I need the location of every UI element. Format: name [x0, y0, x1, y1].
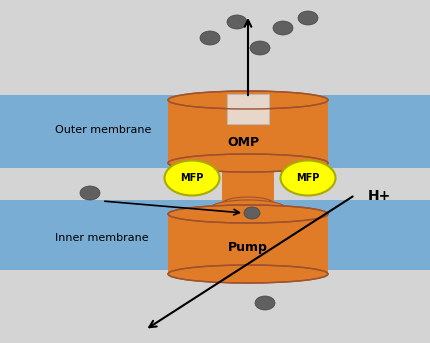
Ellipse shape	[168, 154, 328, 172]
Ellipse shape	[222, 154, 274, 168]
Text: Inner membrane: Inner membrane	[55, 233, 149, 243]
Bar	[168, 214, 328, 274]
Text: MFP: MFP	[180, 173, 204, 183]
Text: Outer membrane: Outer membrane	[55, 125, 151, 135]
Ellipse shape	[168, 265, 328, 283]
Ellipse shape	[250, 41, 270, 55]
Ellipse shape	[244, 207, 260, 219]
Ellipse shape	[168, 205, 328, 223]
Ellipse shape	[200, 31, 220, 45]
Text: OMP: OMP	[227, 137, 259, 150]
Ellipse shape	[273, 21, 293, 35]
Text: MFP: MFP	[296, 173, 319, 183]
Ellipse shape	[280, 161, 335, 196]
Ellipse shape	[222, 197, 274, 211]
Text: Pump: Pump	[228, 241, 268, 255]
Ellipse shape	[255, 296, 275, 310]
Ellipse shape	[165, 161, 219, 196]
Bar	[222, 158, 274, 208]
Bar	[0, 95, 430, 168]
Bar	[215, 208, 282, 222]
Ellipse shape	[80, 186, 100, 200]
Ellipse shape	[227, 15, 247, 29]
Text: H+: H+	[368, 189, 391, 203]
Ellipse shape	[298, 11, 318, 25]
Bar	[168, 100, 328, 163]
Bar	[227, 94, 269, 124]
Ellipse shape	[211, 200, 286, 216]
Ellipse shape	[168, 91, 328, 109]
Bar	[0, 200, 430, 270]
